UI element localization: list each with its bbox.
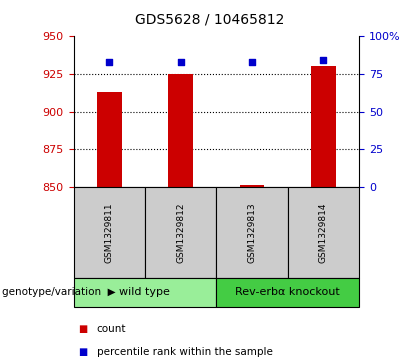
Bar <box>311 66 336 187</box>
Text: GSM1329811: GSM1329811 <box>105 202 114 263</box>
Bar <box>239 185 265 187</box>
Text: ■: ■ <box>78 323 87 334</box>
Point <box>320 57 327 63</box>
Text: GSM1329814: GSM1329814 <box>319 202 328 262</box>
Text: GSM1329812: GSM1329812 <box>176 202 185 262</box>
Text: genotype/variation  ▶: genotype/variation ▶ <box>2 287 116 297</box>
Bar <box>97 92 122 187</box>
Point <box>249 59 255 65</box>
Point <box>106 59 113 65</box>
Text: Rev-erbα knockout: Rev-erbα knockout <box>235 287 340 297</box>
Point <box>177 59 184 65</box>
Text: percentile rank within the sample: percentile rank within the sample <box>97 347 273 357</box>
Text: GDS5628 / 10465812: GDS5628 / 10465812 <box>135 13 285 27</box>
Text: GSM1329813: GSM1329813 <box>247 202 257 263</box>
Bar <box>168 74 193 187</box>
Text: wild type: wild type <box>119 287 171 297</box>
Text: count: count <box>97 323 126 334</box>
Text: ■: ■ <box>78 347 87 357</box>
